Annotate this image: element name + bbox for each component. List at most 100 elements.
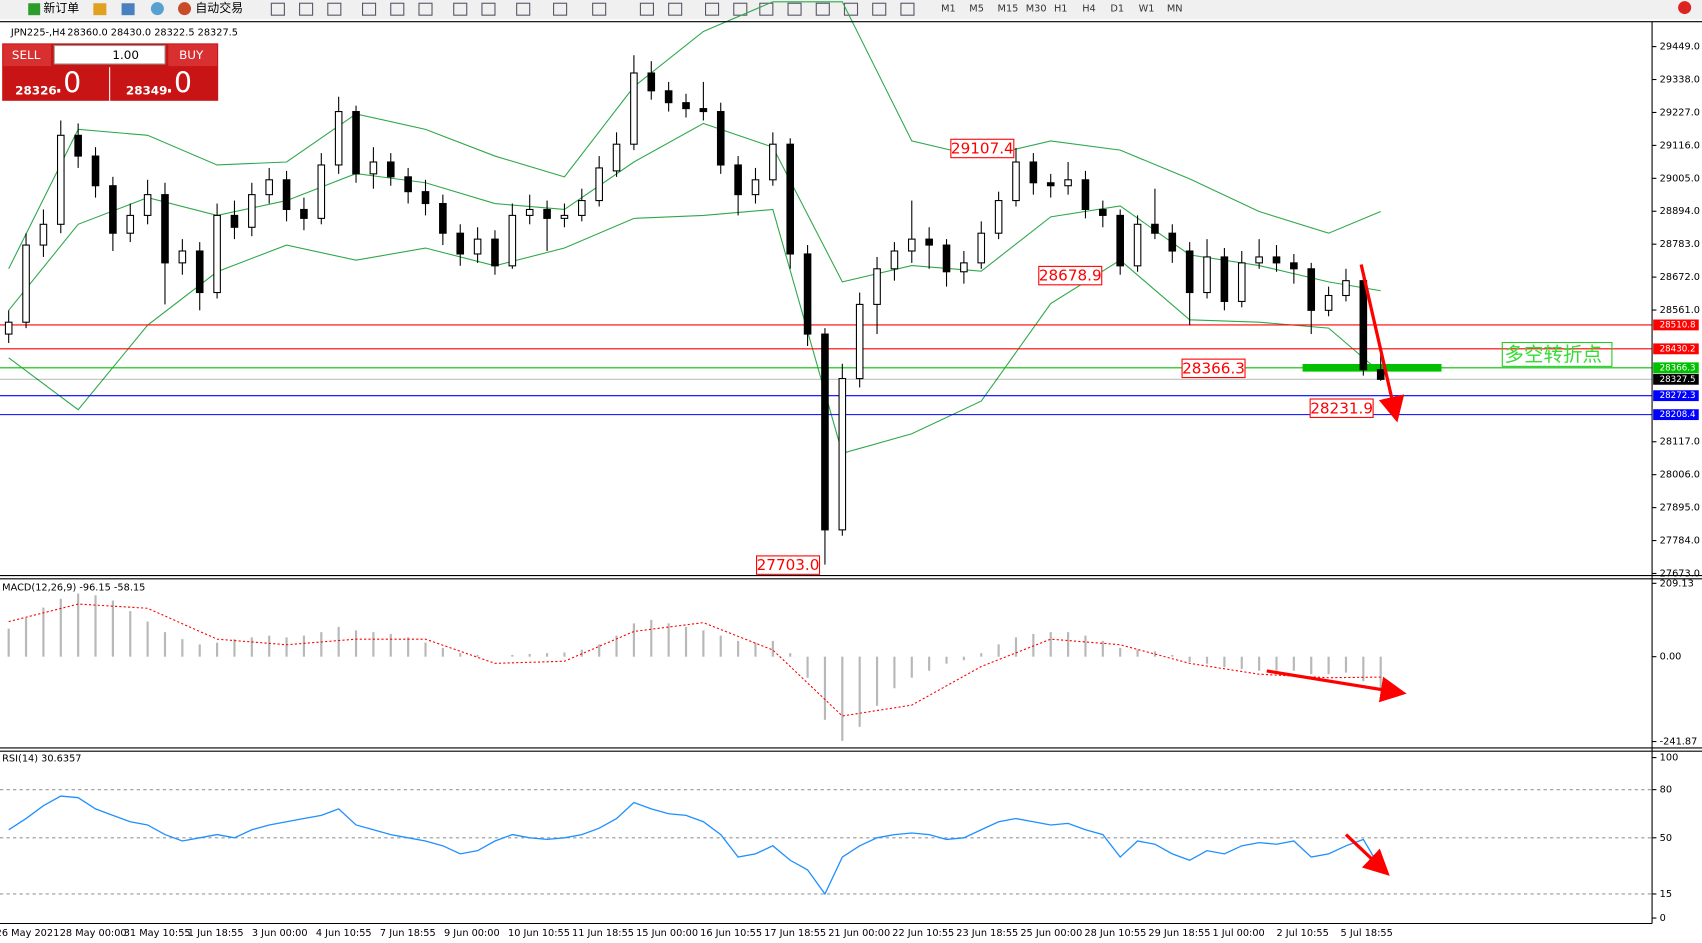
tool-button[interactable] xyxy=(516,2,531,16)
candle-body xyxy=(491,238,499,267)
candle-body xyxy=(109,185,117,234)
new-order-button[interactable]: 新订单 xyxy=(43,1,79,15)
tool-button[interactable] xyxy=(900,2,915,16)
candle-body xyxy=(873,268,881,305)
bid-price[interactable]: 28326 xyxy=(15,84,57,98)
y-tick-label: 28561.0 xyxy=(1660,305,1700,316)
level-label: 28366.3 xyxy=(1660,363,1696,373)
candle-body xyxy=(751,179,760,196)
y-tick-label: 209.13 xyxy=(1660,578,1694,589)
alert-badge[interactable] xyxy=(1678,1,1692,15)
timeframe-button[interactable]: W1 xyxy=(1139,4,1155,15)
candle-body xyxy=(1255,256,1263,264)
tool-button[interactable] xyxy=(872,2,887,16)
tool-button[interactable] xyxy=(592,2,607,16)
candle-body xyxy=(769,143,777,181)
ask-price[interactable]: 28349 xyxy=(126,84,168,98)
y-tick-label: 0.00 xyxy=(1660,652,1682,663)
price-callout xyxy=(756,555,821,575)
candle-body xyxy=(1290,262,1298,270)
tool-button[interactable] xyxy=(481,2,496,16)
trade-panel: SELL 1.00 BUY 28326 .0 28349 .0 xyxy=(2,43,219,101)
level-tag xyxy=(1653,362,1699,374)
candle-body xyxy=(855,303,864,380)
level-label: 28430.2 xyxy=(1660,344,1696,354)
tool-button[interactable] xyxy=(759,2,774,16)
timeframe-button[interactable]: M15 xyxy=(998,4,1019,15)
lots-value[interactable]: 1.00 xyxy=(112,48,139,62)
rsi-title: RSI(14) 30.6357 xyxy=(2,754,81,765)
tool-button[interactable] xyxy=(639,2,654,16)
x-tick-label: 22 Jun 10:55 xyxy=(892,928,954,939)
candle-body xyxy=(1220,256,1229,302)
lots-input[interactable] xyxy=(53,44,166,65)
tool-button[interactable] xyxy=(327,2,342,16)
price-callout xyxy=(950,138,1015,159)
y-tick-label: -241.87 xyxy=(1660,737,1698,748)
candle-body xyxy=(248,194,256,228)
drawn-arrows xyxy=(1266,264,1407,876)
tool-button[interactable] xyxy=(787,2,802,16)
candle-body xyxy=(195,250,204,294)
timeframe-button[interactable]: M30 xyxy=(1026,4,1047,15)
candle-body xyxy=(925,238,933,246)
price-callout xyxy=(1038,265,1103,286)
tool-icon[interactable] xyxy=(93,3,107,16)
tool-button[interactable] xyxy=(453,2,468,16)
timeframe-button[interactable]: M5 xyxy=(969,4,984,15)
timeframe-button[interactable]: MN xyxy=(1167,4,1183,15)
y-tick-label: 50 xyxy=(1660,833,1672,844)
new-order-icon[interactable] xyxy=(28,3,41,16)
tool-button[interactable] xyxy=(270,2,285,16)
tool-button[interactable] xyxy=(668,2,683,16)
x-tick-label: 9 Jun 00:00 xyxy=(444,928,500,939)
tool-button[interactable] xyxy=(299,2,314,16)
timeframe-button[interactable]: H4 xyxy=(1082,4,1096,15)
candle-body xyxy=(56,134,65,225)
candle-body xyxy=(1116,214,1124,267)
buy-button[interactable] xyxy=(168,44,218,67)
candle-body xyxy=(1342,280,1350,297)
y-tick-label: 28783.0 xyxy=(1660,239,1700,250)
candle-body xyxy=(1151,223,1159,234)
timeframe-button[interactable]: H1 xyxy=(1054,4,1068,15)
tool-button[interactable] xyxy=(553,2,568,16)
level-tag xyxy=(1653,390,1699,402)
sell-label[interactable]: SELL xyxy=(12,48,41,62)
candle-body xyxy=(1099,208,1107,216)
tool-icon[interactable] xyxy=(150,2,164,16)
turning-zone xyxy=(1302,364,1442,372)
auto-trading-button[interactable]: 自动交易 xyxy=(195,1,243,15)
candle-body xyxy=(473,238,482,255)
tool-button[interactable] xyxy=(418,2,433,16)
candle-body xyxy=(734,164,742,196)
timeframe-button[interactable]: M1 xyxy=(941,4,956,15)
level-label: 28272.3 xyxy=(1660,391,1696,401)
candle-body xyxy=(230,214,239,228)
y-tick-label: 29005.0 xyxy=(1660,173,1700,184)
note-text: 多空转折点 xyxy=(1504,343,1602,366)
candle-body xyxy=(508,214,517,267)
tool-button[interactable] xyxy=(843,2,859,16)
x-tick-label: 2 Jul 10:55 xyxy=(1277,928,1329,939)
timeframe-button[interactable]: D1 xyxy=(1110,4,1124,15)
buy-label[interactable]: BUY xyxy=(179,48,204,62)
x-tick-label: 25 Jun 00:00 xyxy=(1020,928,1082,939)
tool-icon[interactable] xyxy=(121,3,135,16)
tool-button[interactable] xyxy=(815,2,830,16)
x-tick-label: 3 Jun 00:00 xyxy=(252,928,308,939)
sell-button[interactable] xyxy=(3,44,52,67)
auto-trading-icon[interactable] xyxy=(178,2,192,16)
y-tick-label: 28006.0 xyxy=(1660,470,1700,481)
candle-body xyxy=(91,155,100,187)
y-tick-label: 27784.0 xyxy=(1660,536,1700,547)
x-tick-label: 16 Jun 10:55 xyxy=(700,928,762,939)
ask-pips[interactable]: .0 xyxy=(165,67,192,100)
tool-button[interactable] xyxy=(362,2,377,16)
tool-button[interactable] xyxy=(390,2,405,16)
tool-button[interactable] xyxy=(705,2,720,16)
price-callout-label: 28678.9 xyxy=(1039,267,1102,285)
bid-pips[interactable]: .0 xyxy=(54,67,81,100)
